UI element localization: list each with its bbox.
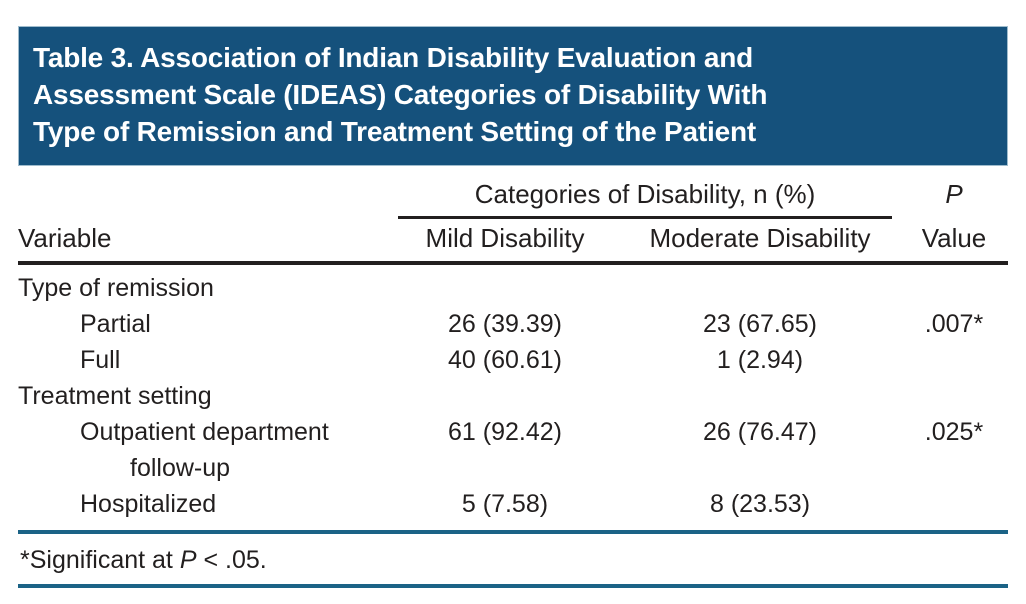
- table-row-full: Full 40 (60.61) 1 (2.94): [18, 342, 1008, 378]
- row-label-line2: follow-up: [130, 454, 231, 482]
- row-label: Outpatient department follow-up: [18, 414, 390, 486]
- table-row-outpatient: Outpatient department follow-up 61 (92.4…: [18, 414, 1008, 486]
- cell-mild: [390, 263, 620, 306]
- footnote-p-symbol: P: [179, 546, 197, 574]
- table-row-hospitalized: Hospitalized 5 (7.58) 8 (23.53): [18, 486, 1008, 530]
- column-header-moderate: Moderate Disability: [620, 219, 900, 265]
- row-label-line1: Outpatient department: [80, 418, 329, 446]
- column-header-variable: Variable: [18, 219, 390, 265]
- cell-moderate: 1 (2.94): [716, 346, 804, 374]
- row-label: Partial: [80, 310, 151, 338]
- p-header-line1: P: [945, 179, 963, 209]
- table-title-line: Table 3. Association of Indian Disabilit…: [33, 42, 754, 73]
- spanner-header-row: Categories of Disability, n (%) P: [18, 173, 1008, 219]
- cell-mild: 61 (92.42): [448, 418, 562, 446]
- p-header-line2: Value: [900, 219, 1008, 265]
- cell-moderate: [620, 378, 900, 414]
- table-footnote: *Significant at P < .05.: [18, 530, 1008, 588]
- cell-p-value: [900, 378, 1008, 414]
- cell-p-value: .007*: [924, 310, 984, 338]
- cell-p-value: .025*: [924, 418, 984, 446]
- footnote-suffix: < .05.: [196, 546, 267, 574]
- cell-mild: 40 (60.61): [448, 346, 562, 374]
- table-title-line: Assessment Scale (IDEAS) Categories of D…: [33, 79, 768, 110]
- column-header-row: Variable Mild Disability Moderate Disabi…: [18, 219, 1008, 265]
- row-label: Full: [80, 346, 121, 374]
- cell-moderate: 23 (67.65): [703, 310, 817, 338]
- table-title-line: Type of Remission and Treatment Setting …: [33, 116, 756, 147]
- spanner-header-label: Categories of Disability, n (%): [398, 179, 892, 219]
- cell-moderate: 26 (76.47): [703, 418, 817, 446]
- footnote-prefix: *Significant at: [20, 546, 180, 574]
- cell-mild: 5 (7.58): [461, 490, 549, 518]
- cell-p-value: [900, 342, 1008, 378]
- column-header-mild: Mild Disability: [390, 219, 620, 265]
- spanner-header-cell: Categories of Disability, n (%): [390, 173, 900, 219]
- cell-mild: [390, 378, 620, 414]
- cell-p-value: [900, 486, 1008, 530]
- table-row-type-of-remission: Type of remission: [18, 263, 1008, 306]
- table-title-banner: Table 3. Association of Indian Disabilit…: [18, 26, 1008, 166]
- row-label: Treatment setting: [18, 382, 212, 410]
- cell-p-value: [900, 263, 1008, 306]
- row-label: Hospitalized: [80, 490, 217, 518]
- table-row-partial: Partial 26 (39.39) 23 (67.65) .007*: [18, 306, 1008, 342]
- spanner-corner-cell: [18, 173, 390, 219]
- cell-moderate: 8 (23.53): [709, 490, 811, 518]
- cell-mild: 26 (39.39): [448, 310, 562, 338]
- row-label: Type of remission: [18, 274, 214, 302]
- ideas-association-table: Categories of Disability, n (%) P Variab…: [18, 173, 1008, 530]
- table-row-treatment-setting: Treatment setting: [18, 378, 1008, 414]
- cell-moderate: [620, 263, 900, 306]
